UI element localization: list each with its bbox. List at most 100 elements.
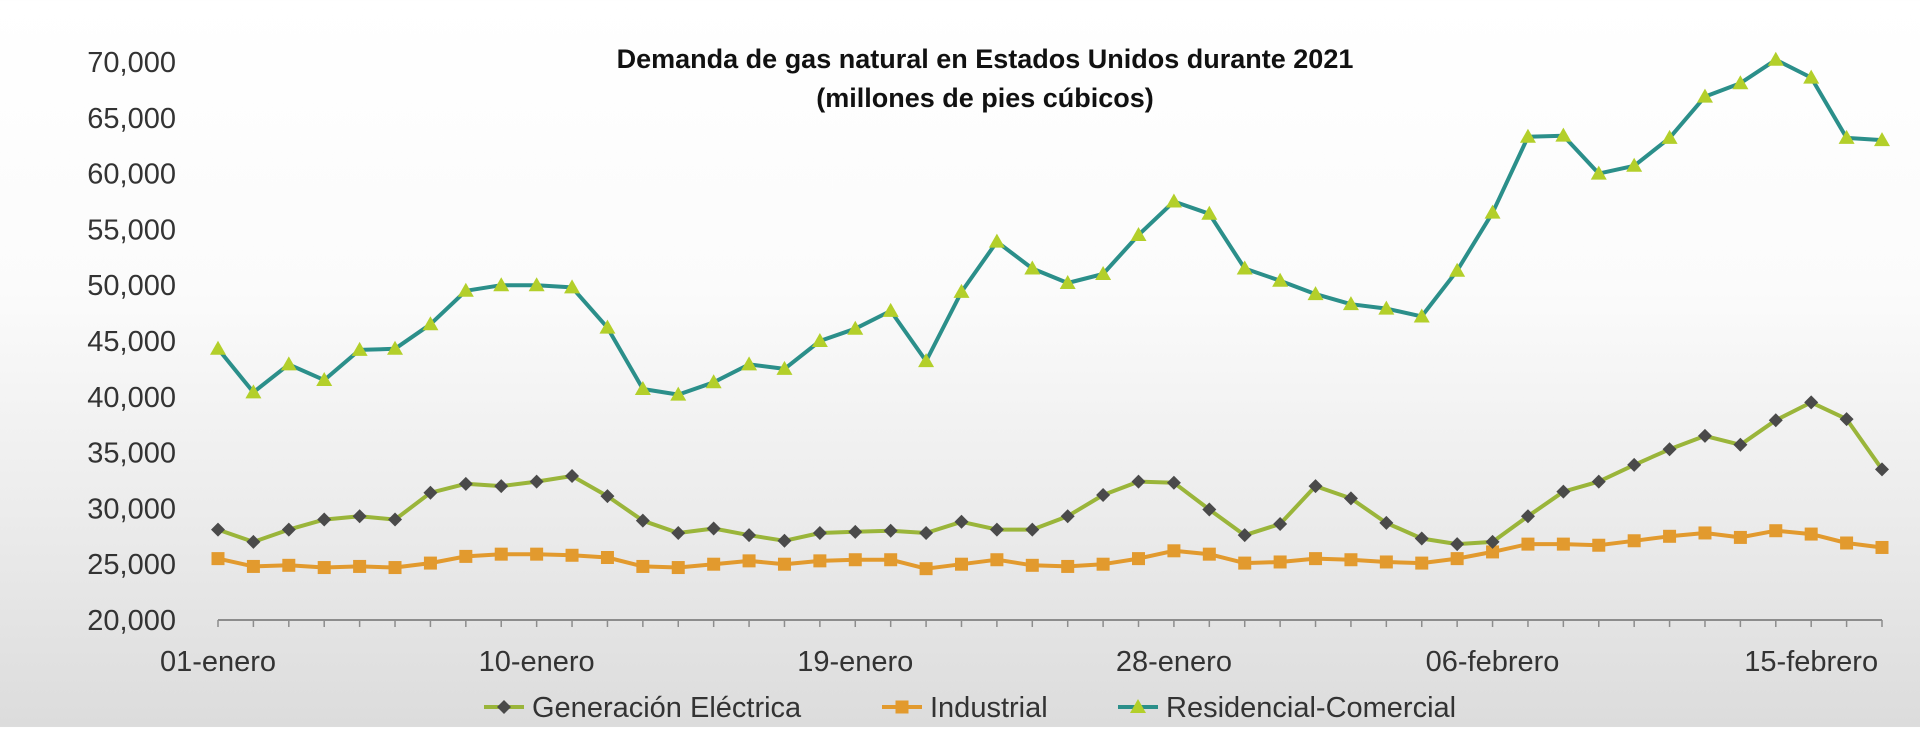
data-point [1697,428,1712,443]
data-point [848,553,862,567]
data-point [1732,75,1749,90]
y-tick-label: 35,000 [87,438,176,470]
data-point [388,561,402,575]
data-point [1450,552,1464,566]
data-point [884,553,898,567]
data-point [1486,545,1500,559]
data-point [1309,552,1323,566]
data-point [1804,395,1819,410]
data-point [634,380,651,395]
data-point [1555,127,1572,142]
data-point [671,561,685,575]
data-point [1838,129,1855,144]
data-point [919,562,933,576]
data-point [282,558,296,572]
data-point [1415,556,1429,570]
y-tick-label: 40,000 [87,382,176,414]
data-point [954,514,969,529]
data-point [1769,524,1783,538]
x-tick-label: 15-febrero [1744,646,1878,678]
data-point [1024,260,1041,275]
data-point [530,547,544,561]
chart-title-group: Demanda de gas natural en Estados Unidos… [617,44,1354,113]
data-point [1237,528,1252,543]
data-point [988,233,1005,248]
legend-marker [497,700,511,714]
legend-item: Residencial-Comercial [1118,692,1456,724]
chart-subtitle: (millones de pies cúbicos) [816,83,1154,113]
data-point [1414,531,1429,546]
data-point [423,556,437,570]
data-point [1202,502,1217,517]
data-point [600,551,614,565]
data-point [742,528,757,543]
data-point [1804,527,1818,541]
data-point [847,320,864,335]
x-tick-label: 06-febrero [1426,646,1560,678]
data-point [776,360,793,375]
data-point [1132,552,1146,566]
data-point [1273,555,1287,569]
data-point [1236,260,1253,275]
data-point [1521,537,1535,551]
data-point [1344,553,1358,567]
data-point [317,512,332,527]
data-point [777,557,791,571]
data-point [1273,517,1288,532]
data-point [1025,522,1040,537]
data-point [1025,558,1039,572]
data-point [1591,474,1606,489]
data-point [1698,526,1712,540]
data-point [1167,544,1181,558]
data-point [1059,274,1076,289]
data-point [1556,537,1570,551]
data-point [1733,530,1747,544]
data-point [211,522,225,537]
legend-label: Generación Eléctrica [532,692,802,724]
data-point [706,521,721,536]
data-point [1803,69,1820,84]
data-point [281,522,296,537]
data-point [565,548,579,562]
data-point [1840,536,1854,550]
data-point [1413,308,1430,323]
data-point [246,559,260,573]
data-point [352,509,367,524]
data-point [742,554,756,568]
data-point [1201,205,1218,220]
data-point [1696,88,1713,103]
data-point [1627,457,1642,472]
data-point [1307,286,1324,301]
data-point [990,553,1004,567]
series-industrial [211,524,1889,576]
data-point [919,525,934,540]
data-point [1592,538,1606,552]
data-point [493,277,510,292]
x-tick-label: 19-enero [797,646,913,678]
x-tick-label: 28-enero [1116,646,1232,678]
data-point [1768,413,1783,428]
data-point [811,333,828,347]
data-point [1095,266,1112,281]
data-point [848,524,863,539]
data-point [1839,412,1854,427]
data-point [671,525,686,540]
data-point [1202,547,1216,561]
data-point [1733,437,1748,452]
data-point [705,374,722,389]
data-point [245,384,262,399]
x-tick-label: 01-enero [160,646,276,678]
legend: Generación Eléctrica Industrial Residencia… [484,692,1456,724]
y-tick-label: 55,000 [87,214,176,246]
data-point [494,479,509,494]
data-point [599,319,616,334]
data-point [1874,132,1890,147]
data-point [1165,193,1182,208]
legend-label: Industrial [930,692,1048,724]
chart-title: Demanda de gas natural en Estados Unidos… [617,44,1354,74]
series-line [217,400,1884,547]
series-generacion-electrica [211,395,1889,552]
y-tick-label: 25,000 [87,549,176,581]
data-point [777,533,792,548]
